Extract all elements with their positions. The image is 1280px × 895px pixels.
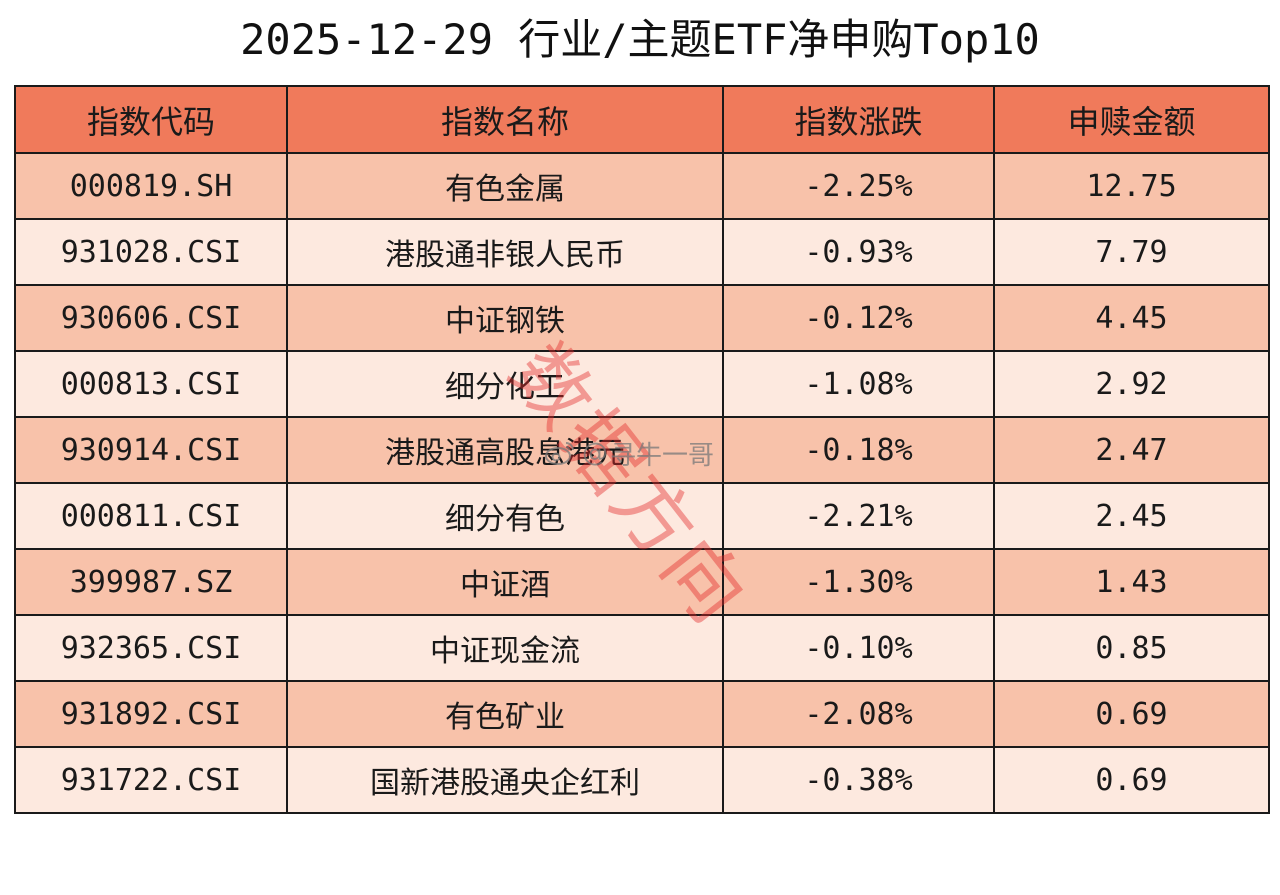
cell-index-name: 中证酒 (286, 548, 724, 616)
cell-index-code: 000819.SH (14, 152, 288, 220)
page-title: 2025-12-29 行业/主题ETF净申购Top10 (240, 15, 1040, 64)
cell-subscription-amount: 2.47 (993, 416, 1270, 484)
cell-subscription-amount: 1.43 (993, 548, 1270, 616)
cell-index-change: -0.93% (722, 218, 995, 286)
cell-subscription-amount: 12.75 (993, 152, 1270, 220)
cell-index-change: -0.38% (722, 746, 995, 814)
cell-subscription-amount: 2.45 (993, 482, 1270, 550)
cell-subscription-amount: 4.45 (993, 284, 1270, 352)
table-row: 399987.SZ 中证酒 -1.30% 1.43 (14, 548, 1270, 616)
cell-index-change: -0.18% (722, 416, 995, 484)
table-row: 931028.CSI 港股通非银人民币 -0.93% 7.79 (14, 218, 1270, 286)
table-row: 932365.CSI 中证现金流 -0.10% 0.85 (14, 614, 1270, 682)
cell-subscription-amount: 7.79 (993, 218, 1270, 286)
column-header-subscription-amount: 申赎金额 (993, 85, 1270, 154)
table-row: 000819.SH 有色金属 -2.25% 12.75 (14, 152, 1270, 220)
cell-subscription-amount: 0.69 (993, 680, 1270, 748)
cell-index-change: -1.08% (722, 350, 995, 418)
cell-index-code: 000811.CSI (14, 482, 288, 550)
cell-index-name: 港股通高股息港元 (286, 416, 724, 484)
cell-index-name: 细分有色 (286, 482, 724, 550)
cell-index-name: 国新港股通央企红利 (286, 746, 724, 814)
cell-index-code: 931028.CSI (14, 218, 288, 286)
cell-index-change: -1.30% (722, 548, 995, 616)
table-body: 000819.SH 有色金属 -2.25% 12.75 931028.CSI 港股通非银人… (14, 152, 1270, 814)
cell-index-name: 中证现金流 (286, 614, 724, 682)
cell-index-name: 细分化工 (286, 350, 724, 418)
cell-index-change: -2.21% (722, 482, 995, 550)
table-header-row: 指数代码 指数名称 指数涨跌 申赎金额 (14, 85, 1270, 154)
cell-index-name: 有色矿业 (286, 680, 724, 748)
column-header-index-name: 指数名称 (286, 85, 724, 154)
table-row: 930606.CSI 中证钢铁 -0.12% 4.45 (14, 284, 1270, 352)
table-row: 931722.CSI 国新港股通央企红利 -0.38% 0.69 (14, 746, 1270, 814)
table-row: 930914.CSI 港股通高股息港元 -0.18% 2.47 (14, 416, 1270, 484)
cell-index-change: -0.12% (722, 284, 995, 352)
table-row: 931892.CSI 有色矿业 -2.08% 0.69 (14, 680, 1270, 748)
cell-index-change: -2.25% (722, 152, 995, 220)
cell-index-name: 有色金属 (286, 152, 724, 220)
cell-index-name: 港股通非银人民币 (286, 218, 724, 286)
cell-index-code: 931722.CSI (14, 746, 288, 814)
column-header-index-change: 指数涨跌 (722, 85, 995, 154)
cell-index-code: 000813.CSI (14, 350, 288, 418)
table-row: 000813.CSI 细分化工 -1.08% 2.92 (14, 350, 1270, 418)
cell-index-code: 930914.CSI (14, 416, 288, 484)
cell-subscription-amount: 0.69 (993, 746, 1270, 814)
cell-index-name: 中证钢铁 (286, 284, 724, 352)
cell-subscription-amount: 2.92 (993, 350, 1270, 418)
cell-index-code: 399987.SZ (14, 548, 288, 616)
cell-index-change: -0.10% (722, 614, 995, 682)
table-row: 000811.CSI 细分有色 -2.21% 2.45 (14, 482, 1270, 550)
etf-table: 指数代码 指数名称 指数涨跌 申赎金额 000819.SH 有色金属 -2.25% 1… (14, 85, 1270, 814)
column-header-index-code: 指数代码 (14, 85, 288, 154)
cell-subscription-amount: 0.85 (993, 614, 1270, 682)
cell-index-change: -2.08% (722, 680, 995, 748)
cell-index-code: 930606.CSI (14, 284, 288, 352)
cell-index-code: 931892.CSI (14, 680, 288, 748)
cell-index-code: 932365.CSI (14, 614, 288, 682)
